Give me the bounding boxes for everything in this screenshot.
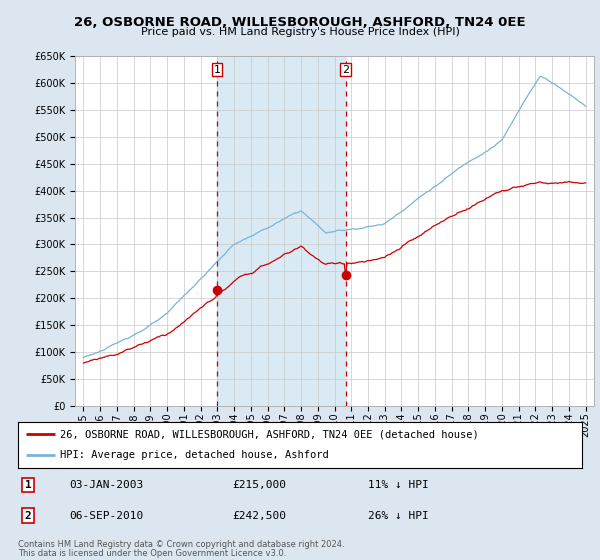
Text: HPI: Average price, detached house, Ashford: HPI: Average price, detached house, Ashf… bbox=[60, 450, 329, 460]
Text: 26, OSBORNE ROAD, WILLESBOROUGH, ASHFORD, TN24 0EE (detached house): 26, OSBORNE ROAD, WILLESBOROUGH, ASHFORD… bbox=[60, 429, 479, 439]
Text: Price paid vs. HM Land Registry's House Price Index (HPI): Price paid vs. HM Land Registry's House … bbox=[140, 27, 460, 37]
Text: 06-SEP-2010: 06-SEP-2010 bbox=[69, 511, 143, 521]
Text: This data is licensed under the Open Government Licence v3.0.: This data is licensed under the Open Gov… bbox=[18, 549, 286, 558]
Text: 26% ↓ HPI: 26% ↓ HPI bbox=[368, 511, 428, 521]
Text: 2: 2 bbox=[25, 511, 32, 521]
Text: 11% ↓ HPI: 11% ↓ HPI bbox=[368, 480, 428, 490]
Text: 1: 1 bbox=[25, 480, 32, 490]
Text: 1: 1 bbox=[214, 65, 221, 74]
Text: 26, OSBORNE ROAD, WILLESBOROUGH, ASHFORD, TN24 0EE: 26, OSBORNE ROAD, WILLESBOROUGH, ASHFORD… bbox=[74, 16, 526, 29]
Text: 03-JAN-2003: 03-JAN-2003 bbox=[69, 480, 143, 490]
Text: £215,000: £215,000 bbox=[232, 480, 286, 490]
Text: £242,500: £242,500 bbox=[232, 511, 286, 521]
Text: 2: 2 bbox=[342, 65, 349, 74]
Text: Contains HM Land Registry data © Crown copyright and database right 2024.: Contains HM Land Registry data © Crown c… bbox=[18, 540, 344, 549]
Bar bbox=[217, 56, 346, 406]
